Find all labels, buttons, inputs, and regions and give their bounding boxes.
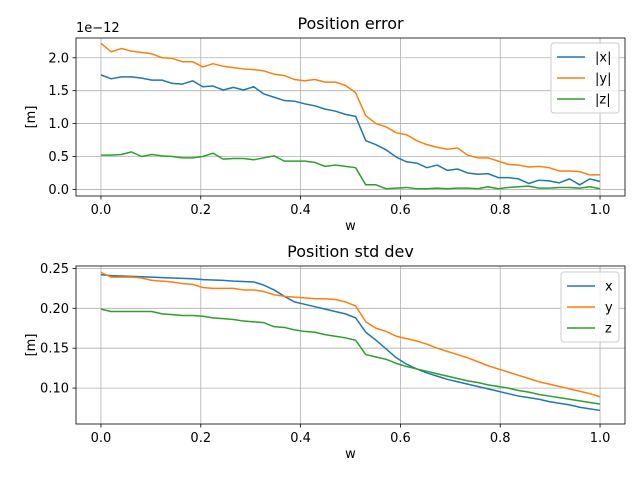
legend-label: |y| — [595, 72, 611, 87]
x-tick-label: 0.2 — [190, 203, 211, 218]
y-axis-label: [m] — [24, 334, 39, 357]
plot-frame — [75, 265, 626, 425]
y-tick-label: 0.10 — [40, 382, 69, 397]
series-line-1 — [100, 74, 601, 186]
x-tick-label: 1.0 — [590, 203, 611, 218]
legend-label: x — [605, 280, 613, 295]
x-axis-label: w — [345, 447, 356, 462]
x-axis-label: w — [345, 219, 356, 234]
y-tick-label: 0.25 — [40, 262, 69, 277]
x-tick-label: 0.4 — [290, 203, 311, 218]
legend: |x| |y| |z| — [550, 42, 620, 114]
x-tick-label: 0.8 — [490, 203, 511, 218]
y-axis-label: [m] — [24, 106, 39, 129]
plot-frame — [75, 37, 626, 197]
chart-1: 0.0 0.2 0.4 0.6 0.8 1.0 0.0 0.5 1.0 1.5 2.0 Positio… — [24, 14, 626, 234]
y-tick-label: 1.5 — [48, 84, 69, 99]
x-tick-label: 1.0 — [590, 431, 611, 446]
series-line-2 — [100, 42, 601, 176]
series-line-3 — [100, 151, 601, 190]
chart-title: Position error — [297, 14, 404, 33]
y-tick-label: 0.0 — [48, 183, 69, 198]
x-tick-label: 0.6 — [390, 203, 411, 218]
x-tick-label: 0.8 — [490, 431, 511, 446]
y-tick-label: 2.0 — [48, 51, 69, 66]
series-line-3 — [100, 308, 601, 405]
y-tick-label: 0.5 — [48, 150, 69, 165]
x-tick-label: 0.0 — [91, 431, 112, 446]
legend-label: |x| — [595, 51, 611, 66]
legend: xyz — [560, 271, 620, 343]
x-tick-label: 0.6 — [390, 431, 411, 446]
y-tick-label: 1.0 — [48, 117, 69, 132]
series-line-1 — [100, 274, 601, 412]
legend-label: y — [605, 301, 613, 316]
x-tick-label: 0.4 — [290, 431, 311, 446]
chart-2: 0.0 0.2 0.4 0.6 0.8 1.0 0.10 0.15 0.20 0.25 Positi… — [24, 242, 626, 462]
legend-label: z — [605, 322, 612, 337]
x-tick-label: 0.0 — [91, 203, 112, 218]
series-line-2 — [100, 271, 601, 398]
y-tick-label: 0.15 — [40, 342, 69, 357]
legend-label: |z| — [595, 93, 611, 108]
x-tick-label: 0.2 — [190, 431, 211, 446]
y-tick-label: 0.20 — [40, 302, 69, 317]
chart-title: Position std dev — [287, 242, 414, 261]
y-offset-label: 1e−12 — [76, 21, 120, 36]
